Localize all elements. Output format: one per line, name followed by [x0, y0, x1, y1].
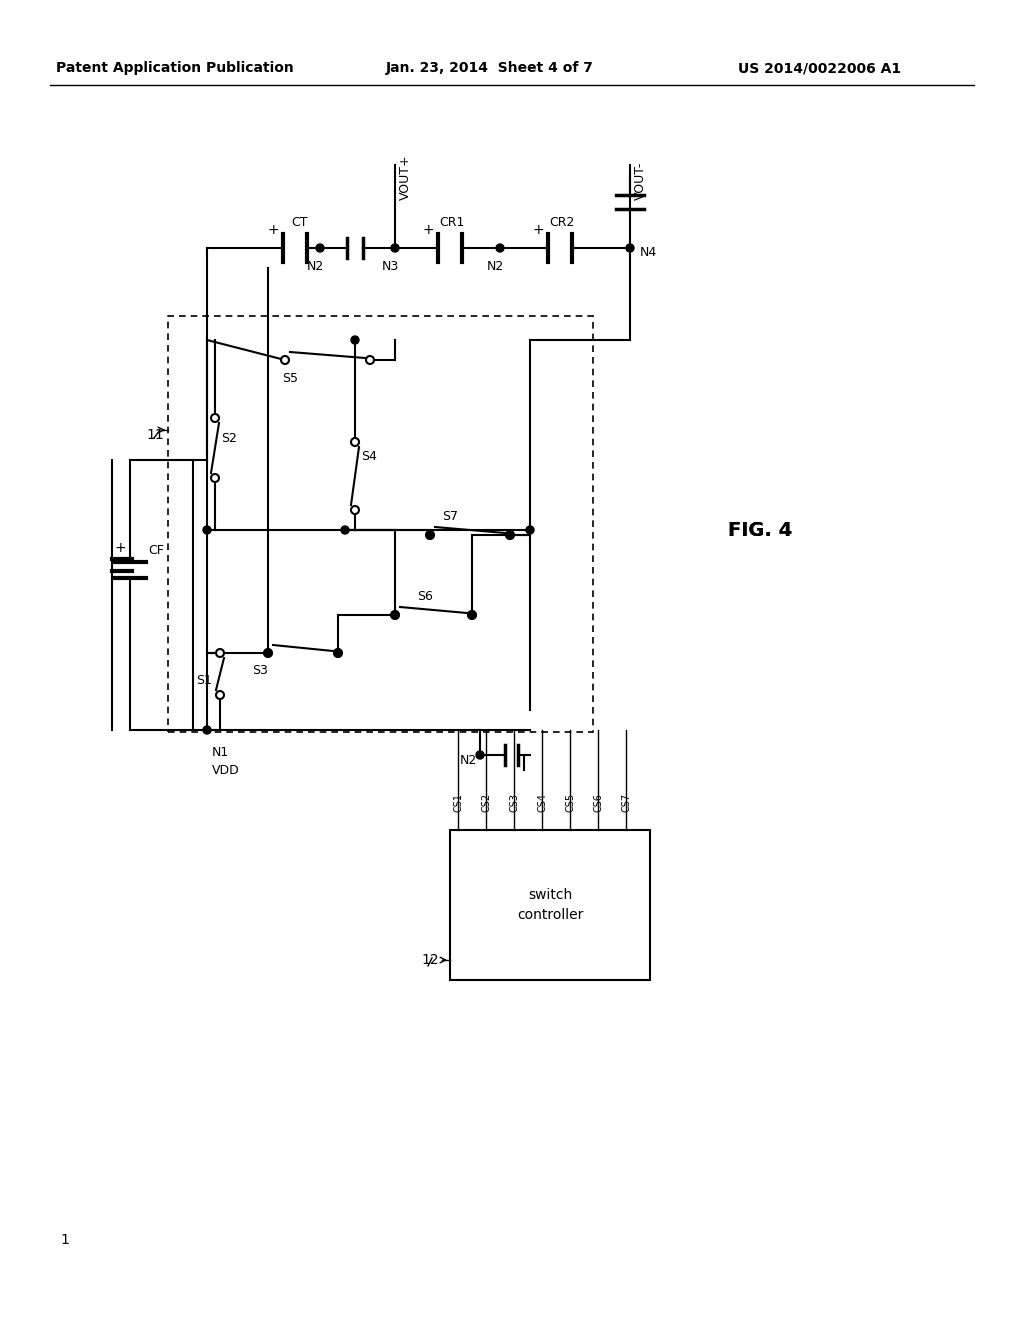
Text: switch: switch — [528, 888, 572, 902]
Bar — [450, 830, 650, 979]
Circle shape — [211, 474, 219, 482]
Circle shape — [426, 531, 434, 539]
Circle shape — [216, 690, 224, 700]
Circle shape — [506, 531, 514, 539]
Circle shape — [496, 244, 504, 252]
Circle shape — [391, 611, 399, 619]
Text: CS2: CS2 — [481, 793, 490, 812]
Circle shape — [468, 611, 476, 619]
Circle shape — [351, 506, 359, 513]
Text: VOUT+: VOUT+ — [398, 154, 412, 201]
Text: 12: 12 — [421, 953, 439, 968]
Text: S3: S3 — [252, 664, 268, 677]
Circle shape — [391, 611, 399, 619]
Text: S6: S6 — [417, 590, 433, 603]
Text: CR1: CR1 — [439, 216, 465, 230]
Circle shape — [264, 649, 272, 657]
Text: CS5: CS5 — [565, 793, 575, 812]
Circle shape — [211, 414, 219, 422]
Text: VDD: VDD — [212, 763, 240, 776]
Circle shape — [468, 611, 476, 619]
Text: S7: S7 — [442, 511, 458, 524]
Circle shape — [203, 726, 211, 734]
Text: CR2: CR2 — [549, 216, 574, 230]
Circle shape — [341, 525, 349, 535]
Circle shape — [316, 244, 324, 252]
Circle shape — [203, 525, 211, 535]
Text: +: + — [422, 223, 434, 238]
Text: CS4: CS4 — [537, 793, 547, 812]
Circle shape — [334, 649, 342, 657]
Text: controller: controller — [517, 908, 584, 921]
Text: S4: S4 — [361, 450, 377, 463]
Circle shape — [281, 356, 289, 364]
Circle shape — [334, 649, 342, 657]
Text: N2: N2 — [486, 260, 504, 272]
Text: N1: N1 — [212, 746, 229, 759]
Text: +: + — [267, 223, 279, 238]
Circle shape — [351, 337, 359, 345]
Circle shape — [426, 531, 434, 539]
Text: 11: 11 — [146, 428, 164, 442]
Text: N2: N2 — [306, 260, 324, 272]
Circle shape — [264, 649, 272, 657]
Bar — [168, 315, 593, 733]
Circle shape — [351, 438, 359, 446]
Circle shape — [366, 356, 374, 364]
Text: CT: CT — [292, 216, 308, 230]
Text: CS3: CS3 — [509, 793, 519, 812]
Circle shape — [216, 649, 224, 657]
Text: CF: CF — [148, 544, 164, 557]
Text: CS7: CS7 — [621, 793, 631, 812]
Circle shape — [506, 531, 514, 539]
Text: S2: S2 — [221, 432, 237, 445]
Text: S1: S1 — [196, 673, 212, 686]
Text: Jan. 23, 2014  Sheet 4 of 7: Jan. 23, 2014 Sheet 4 of 7 — [386, 61, 594, 75]
Text: N2: N2 — [460, 754, 476, 767]
Text: VOUT-: VOUT- — [634, 161, 646, 201]
Text: S5: S5 — [282, 371, 298, 384]
Text: US 2014/0022006 A1: US 2014/0022006 A1 — [738, 61, 901, 75]
Text: +: + — [532, 223, 544, 238]
Text: Patent Application Publication: Patent Application Publication — [56, 61, 294, 75]
Text: N3: N3 — [381, 260, 398, 272]
Text: FIG. 4: FIG. 4 — [728, 520, 793, 540]
Text: N4: N4 — [640, 247, 657, 260]
Text: CS1: CS1 — [453, 793, 463, 812]
Circle shape — [476, 751, 484, 759]
Circle shape — [526, 525, 534, 535]
Text: +: + — [115, 541, 126, 554]
Text: CS6: CS6 — [593, 793, 603, 812]
Text: FIG. 4: FIG. 4 — [728, 520, 793, 540]
Text: 1: 1 — [60, 1233, 70, 1247]
Circle shape — [391, 244, 399, 252]
Circle shape — [626, 244, 634, 252]
